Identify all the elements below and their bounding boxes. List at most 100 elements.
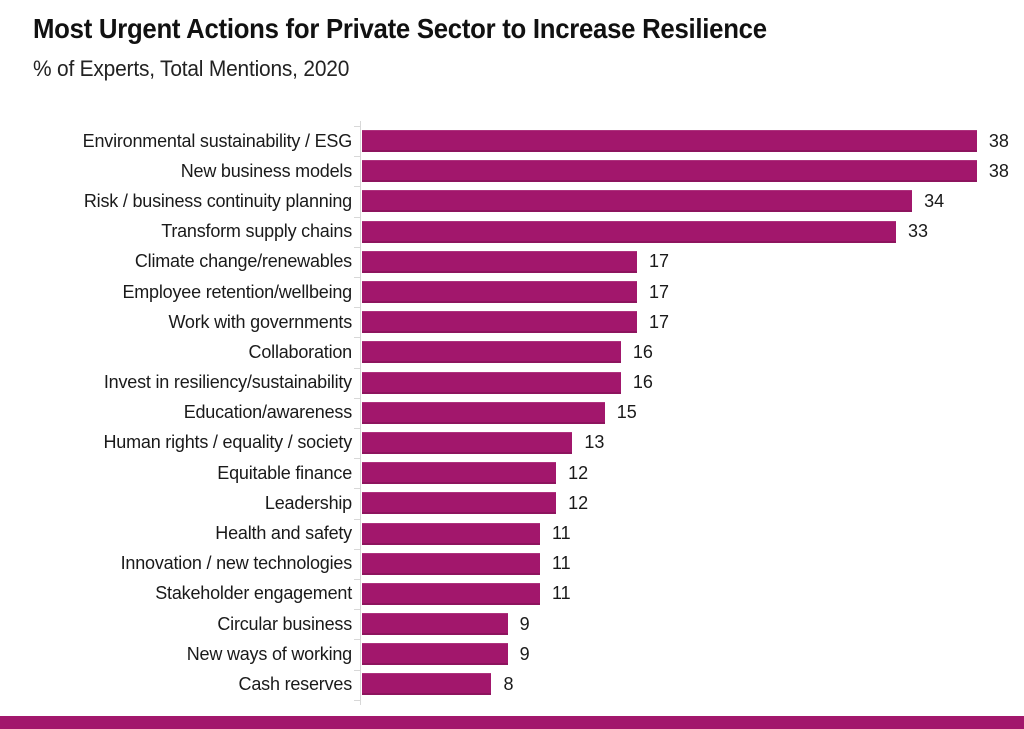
bar: [362, 371, 621, 394]
chart-subtitle: % of Experts, Total Mentions, 2020: [33, 56, 350, 81]
category-label: Environmental sustainability / ESG: [82, 130, 353, 151]
bar-row: Employee retention/wellbeing 17: [0, 277, 1024, 307]
axis-tick: [354, 699, 361, 701]
category-label: Equitable finance: [217, 462, 352, 483]
axis-tick: [354, 216, 361, 218]
bar-row: Invest in resiliency/sustainability 16: [0, 368, 1024, 398]
bar: [362, 220, 896, 243]
value-label: 33: [907, 221, 928, 242]
bar: [362, 492, 557, 515]
value-label: 17: [649, 281, 670, 302]
axis-tick: [354, 458, 361, 460]
bar: [362, 190, 913, 213]
bar-row: Education/awareness 15: [0, 398, 1024, 428]
category-label: Health and safety: [215, 523, 352, 544]
bar: [362, 431, 573, 454]
category-label: Collaboration: [248, 341, 353, 362]
bar-row: Collaboration 16: [0, 337, 1024, 367]
category-label: Stakeholder engagement: [155, 583, 352, 604]
value-label: 11: [551, 523, 571, 544]
bar-row: Work with governments 17: [0, 307, 1024, 337]
value-label: 11: [551, 553, 571, 574]
value-label: 13: [584, 432, 605, 453]
bar: [362, 311, 638, 334]
category-label: Circular business: [217, 613, 352, 634]
bar-row: Leadership 12: [0, 488, 1024, 518]
value-label: 17: [649, 311, 670, 332]
value-label: 38: [988, 130, 1009, 151]
bar: [362, 401, 605, 424]
bar: [362, 673, 492, 696]
category-label: Education/awareness: [183, 402, 353, 423]
bar-row: Transform supply chains 33: [0, 217, 1024, 247]
category-label: Human rights / equality / society: [103, 432, 352, 453]
axis-tick: [354, 579, 361, 580]
value-label: 9: [519, 643, 530, 664]
category-label: Transform supply chains: [161, 221, 352, 242]
value-label: 11: [551, 583, 571, 604]
bar-row: Stakeholder engagement 11: [0, 579, 1024, 609]
axis-tick: [354, 246, 361, 248]
value-label: 9: [519, 613, 530, 634]
axis-tick: [354, 518, 361, 520]
category-label: New ways of working: [186, 643, 352, 664]
axis-tick: [354, 337, 361, 339]
y-axis-line: [360, 121, 361, 705]
bar: [362, 281, 638, 304]
bar-row: Cash reserves 8: [0, 669, 1024, 699]
chart-title: Most Urgent Actions for Private Sector t…: [33, 13, 767, 44]
axis-tick: [354, 367, 361, 369]
axis-tick: [354, 609, 361, 611]
value-label: 12: [568, 462, 589, 483]
bar: [362, 130, 977, 153]
value-label: 38: [988, 160, 1009, 181]
value-label: 8: [503, 673, 514, 694]
category-label: Risk / business continuity planning: [83, 190, 352, 211]
axis-tick: [354, 186, 361, 188]
bar-row: Environmental sustainability / ESG 38: [0, 126, 1024, 156]
axis-tick: [354, 156, 361, 158]
bar: [362, 522, 540, 545]
value-label: 17: [649, 251, 670, 272]
bar-row: New ways of working 9: [0, 639, 1024, 669]
axis-tick: [354, 639, 361, 641]
bar-row: Circular business 9: [0, 609, 1024, 639]
category-label: Cash reserves: [238, 673, 353, 694]
bar: [362, 552, 540, 575]
bar-row: Health and safety 11: [0, 518, 1024, 548]
bar-row: Equitable finance 12: [0, 458, 1024, 488]
bar: [362, 341, 621, 364]
category-label: Leadership: [264, 492, 352, 513]
bar: [362, 160, 977, 183]
category-label: Work with governments: [168, 311, 352, 332]
axis-tick: [354, 307, 361, 309]
category-label: Climate change/renewables: [134, 251, 352, 272]
axis-tick: [354, 488, 361, 490]
value-label: 16: [632, 372, 653, 393]
axis-tick: [354, 548, 361, 550]
category-label: Employee retention/wellbeing: [122, 281, 352, 302]
category-label: Invest in resiliency/sustainability: [103, 372, 352, 393]
bar-row: Climate change/renewables 17: [0, 247, 1024, 277]
value-label: 12: [568, 492, 589, 513]
category-label: New business models: [180, 160, 352, 181]
bar-row: New business models 38: [0, 156, 1024, 186]
axis-tick: [354, 277, 361, 278]
axis-tick: [354, 669, 361, 671]
bar-row: Risk / business continuity planning 34: [0, 186, 1024, 216]
bar-row: Human rights / equality / society 13: [0, 428, 1024, 458]
bar: [362, 582, 540, 605]
axis-tick: [354, 428, 361, 429]
axis-tick: [354, 126, 361, 127]
value-label: 15: [616, 402, 637, 423]
footer-accent-band: [0, 716, 1024, 729]
bar: [362, 643, 508, 666]
bar: [362, 462, 557, 485]
value-label: 16: [632, 341, 653, 362]
bar: [362, 613, 508, 636]
value-label: 34: [924, 190, 945, 211]
bar: [362, 250, 638, 273]
bar-row: Innovation / new technologies 11: [0, 549, 1024, 579]
bar-chart-plot: Environmental sustainability / ESG 38 New …: [0, 126, 1024, 700]
